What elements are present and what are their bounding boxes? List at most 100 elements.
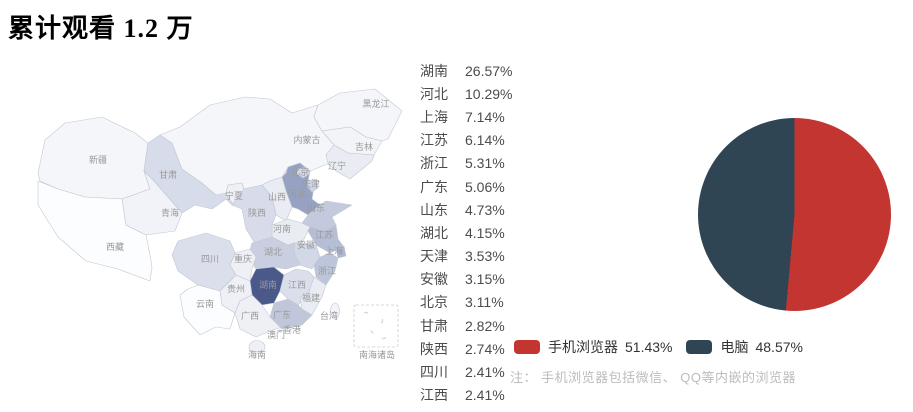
ranking-row: 甘肃 2.82%: [420, 314, 512, 337]
legend-value: 51.43%: [625, 339, 673, 355]
map-label-吉林: 吉林: [355, 141, 373, 152]
map-label-江西: 江西: [288, 280, 306, 290]
map-label-广东: 广东: [273, 309, 291, 320]
pie-chart[interactable]: [698, 118, 891, 311]
legend-item-mobile-browser[interactable]: 手机浏览器 51.43%: [514, 337, 672, 357]
ranking-row: 陕西 2.74%: [420, 337, 512, 360]
map-label-湖北: 湖北: [264, 247, 282, 257]
province-yunnan[interactable]: [179, 284, 236, 336]
map-provinces[interactable]: [37, 88, 403, 354]
province-fujian[interactable]: [299, 276, 327, 316]
map-label-河南: 河南: [273, 223, 291, 234]
ranking-province-value: 3.53%: [465, 248, 505, 265]
ranking-province-value: 3.15%: [465, 271, 505, 288]
ranking-row: 广东 5.06%: [420, 175, 512, 198]
map-label-重庆: 重庆: [234, 253, 252, 264]
ranking-row: 江西 2.41%: [420, 384, 512, 407]
ranking-province-value: 5.31%: [465, 155, 505, 172]
ranking-row: 四川 2.41%: [420, 360, 512, 383]
map-label-青海: 青海: [161, 207, 179, 218]
ranking-row: 北京 3.11%: [420, 291, 512, 314]
map-label-河北: 河北: [288, 188, 306, 199]
ranking-province-name: 上海: [420, 108, 448, 125]
region-macau[interactable]: [278, 329, 282, 333]
ranking-row: 安徽 3.15%: [420, 268, 512, 291]
map-label-四川: 四川: [201, 254, 219, 264]
ranking-province-name: 浙江: [420, 155, 448, 172]
map-label-安徽: 安徽: [297, 239, 315, 250]
ranking-province-value: 26.57%: [465, 62, 513, 79]
pie-note: 注： 手机浏览器包括微信、 QQ等内嵌的浏览器: [510, 370, 796, 385]
map-label-台湾: 台湾: [320, 310, 338, 321]
ranking-province-name: 河北: [420, 85, 448, 102]
legend-label: 手机浏览器: [548, 339, 618, 355]
map-label-香港: 香港: [283, 324, 301, 335]
map-label-浙江: 浙江: [318, 265, 336, 276]
map-label-贵州: 贵州: [227, 283, 245, 294]
province-guangxi[interactable]: [234, 294, 283, 338]
ranking-province-value: 2.41%: [465, 364, 505, 381]
map-label-澳门: 澳门: [267, 329, 285, 340]
map-label-山西: 山西: [268, 192, 286, 202]
map-label-北京: 北京: [291, 166, 309, 177]
map-label-西藏: 西藏: [106, 241, 124, 252]
map-label-上海: 上海: [325, 245, 343, 256]
map-label-湖南: 湖南: [259, 279, 277, 290]
ranking-province-value: 4.73%: [465, 201, 505, 218]
province-tianjin[interactable]: [306, 178, 319, 193]
map-label-云南: 云南: [196, 298, 214, 309]
map-label-南海诸岛: 南海诸岛: [359, 349, 395, 360]
legend-label: 电脑: [720, 339, 749, 355]
map-label-辽宁: 辽宁: [328, 160, 346, 171]
map-label-新疆: 新疆: [89, 154, 107, 165]
map-label-福建: 福建: [302, 292, 320, 303]
legend-item-pc[interactable]: 电脑 48.57%: [686, 337, 803, 357]
ranking-province-value: 7.14%: [465, 108, 505, 125]
legend-swatch-mobile: [514, 340, 540, 354]
province-hainan[interactable]: [248, 340, 266, 354]
legend-swatch-pc: [686, 340, 713, 354]
province-beijing[interactable]: [296, 166, 311, 179]
ranking-province-value: 3.11%: [465, 294, 504, 311]
map-label-海南: 海南: [248, 349, 266, 360]
province-taiwan[interactable]: [330, 302, 340, 320]
ranking-province-value: 6.14%: [465, 132, 505, 149]
ranking-row: 山东 4.73%: [420, 198, 512, 221]
ranking-province-value: 2.82%: [465, 317, 505, 334]
map-label-江苏: 江苏: [315, 229, 333, 240]
south-china-sea-inset: [353, 304, 399, 348]
province-shanghai[interactable]: [335, 245, 347, 259]
ranking-province-name: 山东: [420, 201, 448, 218]
ranking-province-name: 安徽: [420, 271, 448, 288]
map-label-内蒙古: 内蒙古: [293, 134, 320, 145]
ranking-province-name: 江西: [420, 387, 448, 404]
province-ranking: 湖南 26.57% 河北 10.29% 上海 7.14% 江苏 6.14% 浙江 5.31% 广东 5…: [420, 59, 512, 407]
province-liaoning[interactable]: [325, 144, 375, 180]
ranking-province-name: 甘肃: [420, 317, 448, 334]
map-label-山东: 山东: [307, 202, 325, 213]
map-label-甘肃: 甘肃: [159, 169, 177, 180]
province-zhejiang[interactable]: [313, 252, 339, 286]
china-map-chart[interactable]: 新疆 甘肃 青海 宁夏 西藏 四川 重庆 云南 贵州 广西 广东 海南 湖南 湖北 河南 陕西 山西 河北 北京 天津…: [30, 85, 410, 405]
ranking-row: 河北 10.29%: [420, 82, 512, 105]
pie-legend: 手机浏览器 51.43% 电脑 48.57%: [514, 338, 817, 356]
ranking-province-name: 湖北: [420, 224, 448, 241]
ranking-province-value: 4.15%: [465, 224, 505, 241]
ranking-row: 天津 3.53%: [420, 245, 512, 268]
ranking-row: 浙江 5.31%: [420, 152, 512, 175]
region-hongkong[interactable]: [290, 325, 294, 329]
map-label-黑龙江: 黑龙江: [362, 98, 389, 109]
ranking-row: 湖北 4.15%: [420, 221, 512, 244]
ranking-province-name: 天津: [420, 248, 448, 265]
ranking-row: 上海 7.14%: [420, 105, 512, 128]
ranking-province-name: 四川: [420, 364, 448, 381]
ranking-province-value: 2.74%: [465, 340, 505, 357]
ranking-row: 江苏 6.14%: [420, 129, 512, 152]
ranking-province-name: 陕西: [420, 340, 448, 357]
ranking-province-name: 广东: [420, 178, 448, 195]
ranking-province-value: 10.29%: [465, 85, 513, 102]
ranking-province-value: 5.06%: [465, 178, 505, 195]
ranking-province-name: 湖南: [420, 62, 448, 79]
map-label-天津: 天津: [302, 179, 320, 189]
